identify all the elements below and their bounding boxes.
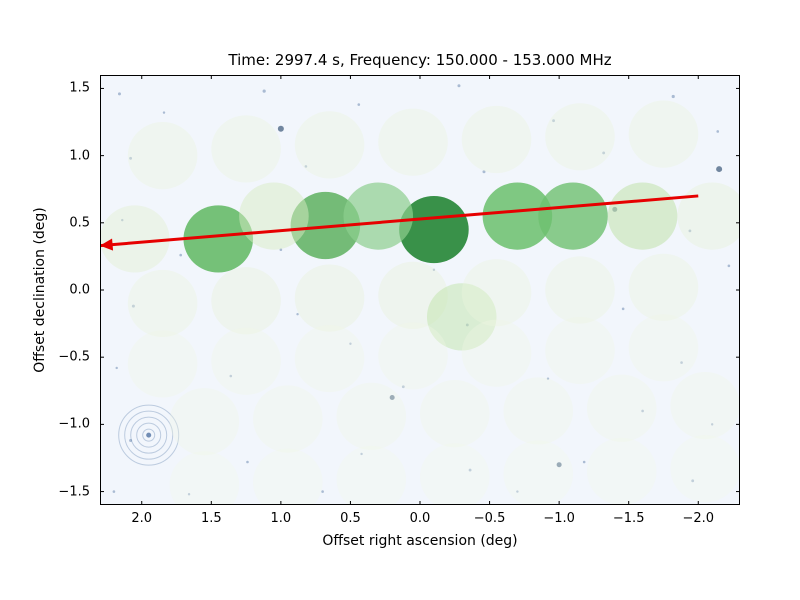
y-tick-label: 0.0: [69, 283, 90, 298]
y-tick-label: 0.5: [69, 215, 90, 230]
beam-circle: [629, 314, 699, 381]
beam-circle: [462, 106, 532, 173]
beam-circle: [670, 372, 740, 439]
beam-circle: [295, 111, 365, 178]
beam-circle: [337, 383, 407, 450]
y-tick-label: −0.5: [58, 350, 90, 365]
beam-circle: [211, 328, 281, 395]
y-tick-label: −1.5: [58, 484, 90, 499]
beam-circle: [587, 375, 657, 442]
x-tick-label: −0.5: [474, 511, 506, 526]
beam-circle: [295, 325, 365, 392]
x-tick-label: 0.5: [340, 511, 361, 526]
beam-circle: [420, 380, 490, 447]
beam-circle: [462, 259, 532, 326]
beam-circle: [128, 270, 198, 337]
beam-circle: [538, 183, 608, 250]
y-tick-label: −1.0: [58, 417, 90, 432]
figure: Time: 2997.4 s, Frequency: 150.000 - 153…: [0, 0, 800, 600]
x-tick-label: −1.0: [543, 511, 575, 526]
beam-circle: [629, 101, 699, 168]
beam-circle: [462, 320, 532, 387]
beam-circle: [170, 388, 240, 455]
y-tick-label: 1.0: [69, 148, 90, 163]
beam-circle: [253, 385, 323, 452]
x-tick-label: 2.0: [131, 511, 152, 526]
x-tick-label: 0.0: [410, 511, 431, 526]
beam-circle: [545, 317, 615, 384]
beam-circle: [503, 441, 573, 506]
plot-area: [100, 75, 740, 505]
beam-circle: [211, 115, 281, 182]
beam-circle: [545, 103, 615, 170]
x-tick-label: 1.5: [201, 511, 222, 526]
beam-circle: [128, 122, 198, 189]
beam-circle: [670, 435, 740, 502]
beam-circle: [503, 377, 573, 444]
x-tick-label: −1.5: [613, 511, 645, 526]
plot-title: Time: 2997.4 s, Frequency: 150.000 - 153…: [228, 51, 611, 69]
beam-circle: [378, 109, 448, 176]
x-tick-label: −2.0: [682, 511, 714, 526]
beam-circle: [378, 322, 448, 389]
beam-circle: [608, 183, 678, 250]
beam-circle: [545, 256, 615, 323]
y-tick-label: 1.5: [69, 81, 90, 96]
beam-circle: [239, 183, 309, 250]
beam-circle: [211, 267, 281, 334]
beam-circle: [629, 254, 699, 321]
y-axis-label: Offset declination (deg): [32, 207, 48, 373]
beam-circle: [587, 438, 657, 505]
x-tick-label: 1.0: [271, 511, 292, 526]
beam-circle: [295, 264, 365, 331]
beam-circle: [100, 205, 170, 272]
beam-circle: [343, 183, 413, 250]
x-axis-label: Offset right ascension (deg): [322, 533, 517, 549]
beam-circle: [128, 330, 198, 397]
